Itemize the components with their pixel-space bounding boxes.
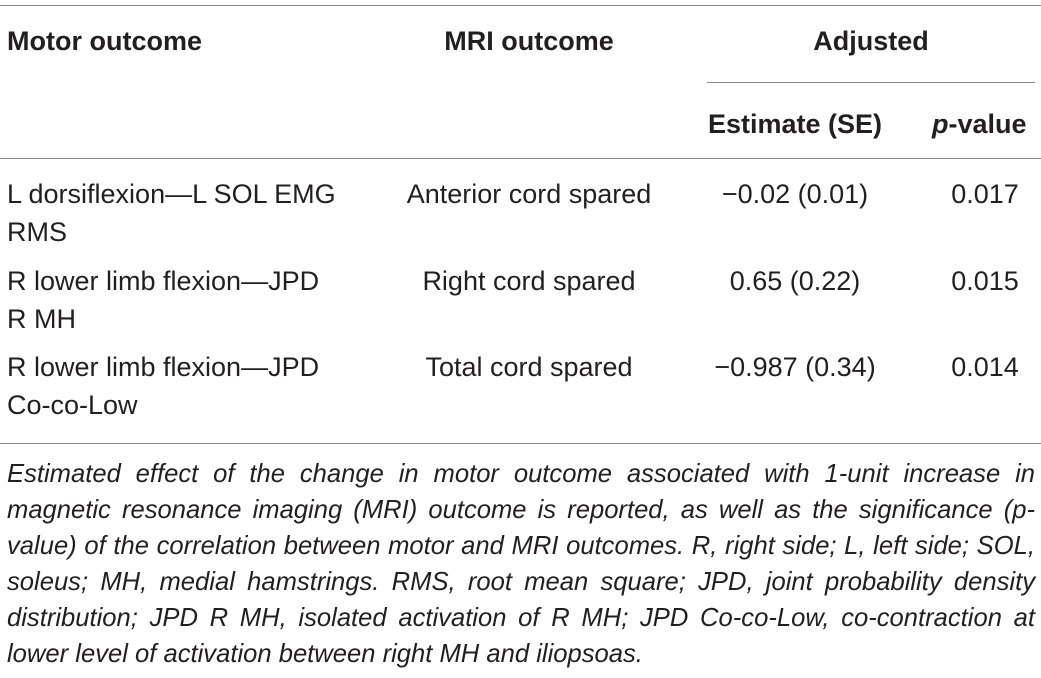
- header-p-italic: p: [932, 109, 949, 139]
- row3-motor-line2: Co-co-Low: [7, 390, 138, 420]
- row3-estimate: −0.987 (0.34): [714, 352, 876, 382]
- table-bottom-rule: [0, 443, 1041, 444]
- header-p-value: p-value: [932, 105, 1027, 143]
- row3-motor-line1: R lower limb flexion—JPD: [7, 352, 320, 382]
- header-estimate-se: Estimate (SE): [707, 109, 883, 139]
- row1-mri-outcome: Anterior cord spared: [406, 179, 652, 209]
- adjusted-subrule: [707, 82, 1035, 83]
- row1-motor-line2: RMS: [7, 217, 67, 247]
- header-mri-outcome: MRI outcome: [444, 26, 614, 56]
- row1-motor-line1: L dorsiflexion—L SOL EMG: [7, 179, 336, 209]
- row2-motor-line2: R MH: [7, 304, 76, 334]
- row2-motor-line1: R lower limb flexion—JPD: [7, 266, 320, 296]
- row3-mri-outcome: Total cord spared: [425, 352, 633, 382]
- row2-p-value: 0.015: [951, 266, 1019, 296]
- row2-estimate: 0.65 (0.22): [729, 266, 861, 296]
- header-p-rest: -value: [948, 109, 1027, 139]
- row2-mri-outcome: Right cord spared: [422, 266, 636, 296]
- top-rule: [0, 5, 1041, 6]
- header-adjusted: Adjusted: [813, 26, 929, 56]
- table-footnote: Estimated effect of the change in motor …: [7, 460, 1035, 668]
- row1-p-value: 0.017: [951, 179, 1019, 209]
- row3-p-value: 0.014: [951, 352, 1019, 382]
- row1-estimate: −0.02 (0.01): [721, 179, 869, 209]
- header-bottom-rule: [0, 158, 1041, 159]
- header-motor-outcome: Motor outcome: [7, 26, 202, 56]
